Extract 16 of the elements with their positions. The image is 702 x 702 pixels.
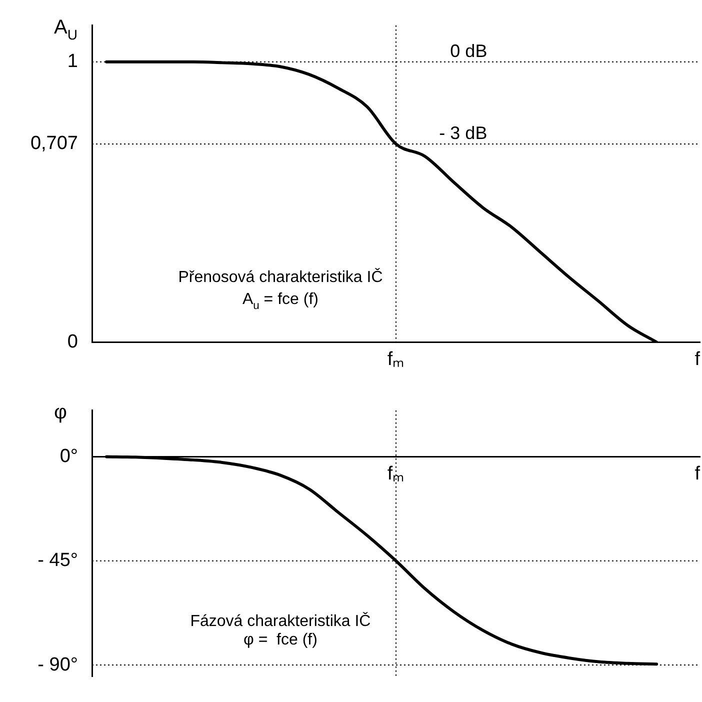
x-tick-label: fₘ — [387, 463, 405, 484]
y-tick-label: 0 — [67, 331, 78, 352]
y-axis-title: φ — [54, 401, 67, 424]
y-tick-label: 0° — [60, 446, 78, 467]
x-axis-title: f — [694, 348, 701, 370]
y-tick-label: 1 — [67, 51, 78, 72]
ref-line-label: - 3 dB — [439, 122, 488, 143]
y-tick-label: - 90° — [38, 654, 78, 676]
x-axis-title: f — [694, 463, 701, 484]
ref-line-label: 0 dB — [450, 40, 488, 61]
y-tick-label: 0,707 — [30, 133, 78, 154]
annotation: Fázová charakteristika IČ — [190, 612, 371, 630]
annotation: Přenosová charakteristika IČ — [178, 268, 383, 286]
x-tick-label: fₘ — [387, 348, 405, 370]
annotation: φ = fce (f) — [244, 632, 318, 649]
y-tick-label: - 45° — [38, 550, 78, 572]
